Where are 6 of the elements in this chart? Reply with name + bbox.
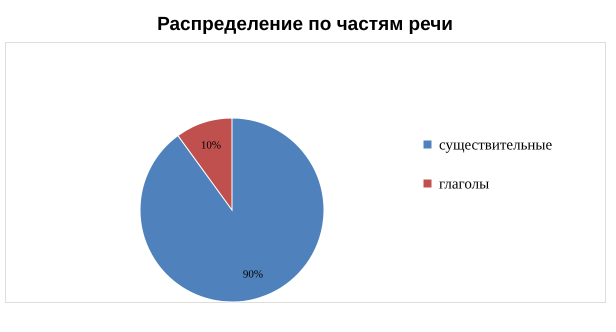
data-label: 10% <box>200 139 222 152</box>
legend-label: существительные <box>439 138 553 154</box>
pie-slice <box>140 118 324 302</box>
chart-title: Распределение по частям речи <box>157 14 453 35</box>
legend-label: глаголы <box>439 176 490 192</box>
data-label: 90% <box>242 268 264 281</box>
